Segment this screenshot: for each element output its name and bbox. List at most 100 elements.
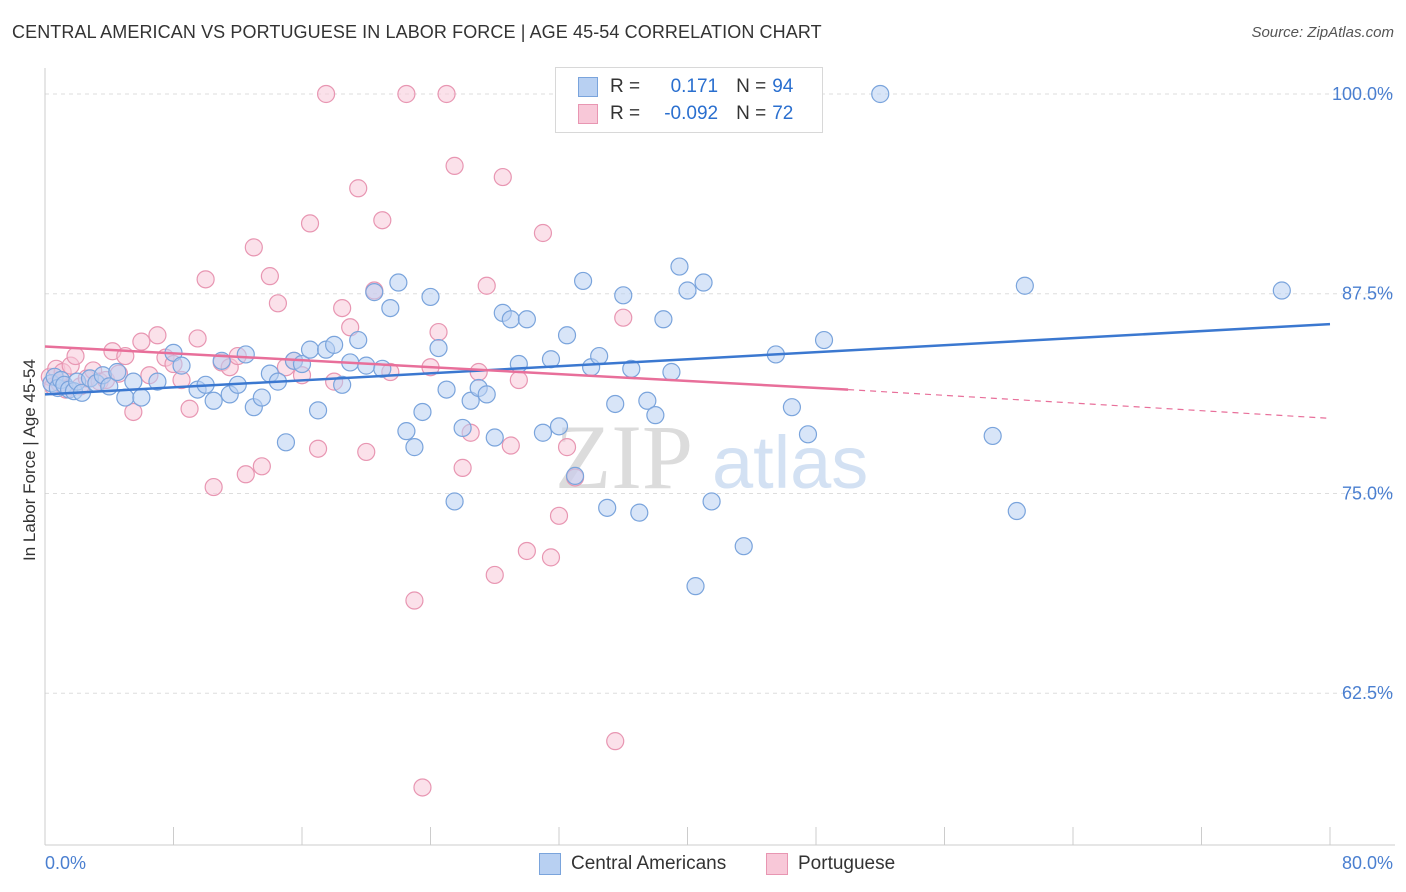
central-american-point (429, 338, 448, 358)
central-american-point (308, 401, 328, 420)
legend-n-label: N = (736, 76, 767, 97)
central-american-point (300, 340, 320, 359)
central-american-point (485, 428, 504, 447)
bottom-legend-label: Portuguese (798, 853, 896, 874)
portuguese-point (341, 318, 360, 337)
portuguese-point (485, 565, 504, 585)
y-tick-label: 100.0% (1332, 84, 1393, 104)
legend-r-label: R = (610, 76, 641, 97)
central-american-point (573, 271, 593, 291)
portuguese-point (260, 267, 279, 286)
central-american-point (814, 330, 834, 350)
chart-title: CENTRAL AMERICAN VS PORTUGUESE IN LABOR … (12, 22, 822, 42)
bottom-legend-label: Central Americans (571, 853, 727, 874)
legend-r-value: -0.092 (664, 103, 719, 124)
bottom-legend-central-americans: Central Americans (539, 852, 726, 876)
legend-n-label: N = (736, 103, 767, 124)
legend-n-value: 72 (772, 103, 794, 124)
central-american-point (381, 299, 400, 318)
tick-labels: 62.5% 75.0% 87.5% 100.0% 0.0% 80.0% (45, 84, 1393, 873)
central-american-point (630, 503, 649, 522)
central-american-point (204, 391, 223, 410)
watermark-zip: ZIP (555, 406, 693, 508)
portuguese-point (236, 465, 255, 484)
portuguese-point (517, 541, 536, 561)
portuguese-point (252, 457, 271, 476)
central-american-point (782, 398, 802, 417)
central-american-point (646, 406, 665, 425)
central-american-point (654, 310, 673, 329)
central-american-point (983, 426, 1002, 446)
x-tick-label-max: 80.0% (1342, 853, 1393, 873)
legend-n-value: 94 (772, 76, 794, 97)
portuguese-point (477, 276, 496, 295)
central-american-point (124, 372, 143, 391)
central-american-point (477, 385, 496, 404)
central-american-point (421, 287, 440, 307)
central-american-point (325, 335, 344, 354)
central-american-point (614, 286, 633, 305)
portuguese-point (300, 214, 320, 233)
central-american-point (172, 356, 191, 375)
portuguese-point (357, 442, 376, 462)
central-american-point (638, 391, 657, 410)
portuguese-point (509, 370, 528, 390)
portuguese-point (244, 238, 263, 257)
central-american-point (686, 577, 705, 596)
legend-r-value: 0.171 (670, 76, 719, 97)
portuguese-point (373, 211, 392, 230)
central-american-point (148, 372, 167, 391)
watermark: ZIP atlas (555, 406, 868, 508)
central-american-point (252, 388, 271, 407)
portuguese-point (196, 270, 215, 289)
central-american-point (557, 326, 577, 345)
portuguese-point (413, 778, 432, 797)
x-tick-label-min: 0.0% (45, 853, 86, 873)
central-american-point (132, 388, 151, 407)
central-american-point (662, 362, 681, 382)
portuguese-point (501, 436, 520, 455)
central-american-point (397, 422, 416, 441)
portuguese-point (405, 591, 424, 610)
portuguese-point (397, 84, 416, 104)
central-american-point (734, 537, 753, 556)
portuguese-point (188, 329, 207, 348)
portuguese-point (268, 294, 288, 313)
central-american-point (533, 423, 553, 442)
central-american-point (333, 375, 352, 394)
portuguese-trend-line (44, 345, 849, 391)
portuguese-point (180, 399, 199, 418)
central-american-point (871, 84, 890, 104)
watermark-atlas: atlas (712, 421, 868, 504)
central-american-point (365, 283, 384, 302)
central-american-point (445, 492, 464, 511)
central-american-point (357, 356, 376, 375)
central-american-point (236, 345, 255, 364)
central-american-point (1015, 276, 1034, 295)
portuguese-point (308, 439, 328, 458)
central-american-point (413, 402, 432, 422)
central-american-point (1007, 501, 1026, 521)
portuguese-point (541, 548, 561, 567)
central-american-point (678, 281, 697, 300)
central-american-point (670, 257, 689, 276)
central-american-point (437, 380, 456, 399)
central-american-point (798, 425, 818, 444)
central-american-point (108, 362, 127, 382)
bottom-legend-swatch-blue (539, 853, 561, 875)
central-american-points (42, 84, 1291, 596)
central-american-point (694, 273, 713, 292)
central-american-point (549, 417, 569, 436)
portuguese-point (333, 299, 352, 318)
axes (44, 68, 1395, 846)
central-american-point (389, 273, 408, 292)
central-american-trend-line (44, 322, 1331, 396)
central-american-point (276, 433, 296, 452)
y-tick-label: 87.5% (1342, 284, 1393, 304)
bottom-legend-swatch-pink (766, 853, 788, 875)
portuguese-point (445, 156, 464, 175)
portuguese-point (66, 346, 85, 366)
portuguese-points (40, 84, 633, 797)
trend-lines (44, 322, 1331, 419)
